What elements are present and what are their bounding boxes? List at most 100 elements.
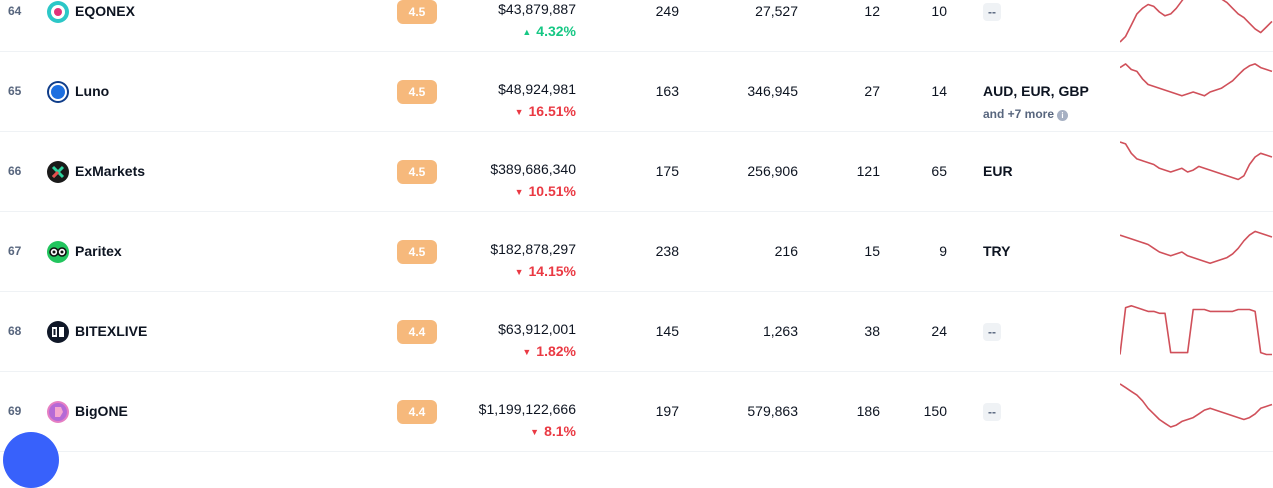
change-percent: 14.15% — [528, 263, 576, 279]
bigone-logo-icon — [46, 400, 70, 424]
fiat-empty-badge: -- — [983, 3, 1001, 21]
sparkline-path — [1119, 63, 1273, 97]
exmarkets-logo-icon — [46, 160, 70, 184]
change-percent: 4.32% — [536, 23, 576, 39]
caret-down-icon: ▼ — [530, 427, 540, 437]
volume-sparkline-chart — [1119, 0, 1273, 46]
fiat-more-link[interactable]: and +7 more i — [983, 107, 1069, 121]
sparkline-path — [1119, 141, 1273, 181]
volume-change: ▼ 1.82% — [522, 343, 576, 359]
coins-count: 346,945 — [747, 83, 798, 99]
volume-value: $48,924,981 — [498, 81, 576, 97]
score-badge: 4.5 — [397, 80, 437, 104]
rank-number: 67 — [8, 244, 22, 258]
volume-change: ▼ 14.15% — [515, 263, 576, 279]
score-badge: 4.5 — [397, 0, 437, 24]
table-row[interactable]: 69 BigONE 4.4 $1,199,122,666 ▼ 8.1% 197 579,863… — [0, 372, 1273, 452]
volume-sparkline-chart — [1119, 58, 1273, 126]
pairs-count: 121 — [856, 163, 880, 179]
coins-count: 27,527 — [755, 3, 798, 19]
exchange-name-link[interactable]: Luno — [75, 83, 110, 99]
fiat-count: 65 — [931, 163, 947, 179]
volume-sparkline-chart — [1119, 378, 1273, 446]
fiat-count: 10 — [931, 3, 947, 19]
exchange-name-link[interactable]: EQONEX — [75, 3, 135, 19]
fiat-more-text: and +7 more — [983, 107, 1055, 121]
volume-sparkline-chart — [1119, 298, 1273, 366]
caret-down-icon: ▼ — [522, 347, 532, 357]
exchange-name-link[interactable]: BigONE — [75, 403, 128, 419]
rank-number: 69 — [8, 404, 22, 418]
pairs-count: 27 — [864, 83, 880, 99]
volume-change: ▼ 10.51% — [515, 183, 576, 199]
fiat-list: TRY — [983, 243, 1011, 259]
caret-down-icon: ▼ — [514, 107, 524, 117]
change-percent: 10.51% — [528, 183, 576, 199]
exchange-name-link[interactable]: ExMarkets — [75, 163, 146, 179]
fiat-count: 14 — [931, 83, 947, 99]
paritex-logo-icon — [46, 240, 70, 264]
volume-value: $63,912,001 — [498, 321, 576, 337]
caret-down-icon: ▼ — [514, 267, 524, 277]
sparkline-path — [1119, 0, 1273, 43]
volume-value: $389,686,340 — [490, 161, 576, 177]
exchange-name-link[interactable]: Paritex — [75, 243, 122, 259]
change-percent: 8.1% — [544, 423, 576, 439]
change-percent: 1.82% — [536, 343, 576, 359]
table-row[interactable]: 65 Luno 4.5 $48,924,981 ▼ 16.51% 163 346,945 27 1… — [0, 52, 1273, 132]
fiat-count: 24 — [931, 323, 947, 339]
fiat-count: 150 — [923, 403, 947, 419]
coins-count: 256,906 — [747, 163, 798, 179]
sparkline-path — [1119, 305, 1272, 356]
score-badge: 4.4 — [397, 400, 437, 424]
rank-number: 68 — [8, 324, 22, 338]
exchange-name-link[interactable]: BITEXLIVE — [75, 323, 148, 339]
caret-down-icon: ▼ — [514, 187, 524, 197]
rank-number: 66 — [8, 164, 22, 178]
change-percent: 16.51% — [528, 103, 576, 119]
rank-number: 65 — [8, 84, 22, 98]
pairs-count: 186 — [856, 403, 880, 419]
markets-count: 163 — [655, 83, 679, 99]
exchange-table: 64 EQONEX 4.5 $43,879,887 ▲ 4.32% 249 27,527 12 1… — [0, 0, 1273, 452]
sparkline-path — [1119, 383, 1273, 428]
markets-count: 249 — [655, 3, 679, 19]
fiat-list: AUD, EUR, GBP — [983, 83, 1089, 99]
fiat-empty-badge: -- — [983, 323, 1001, 341]
info-icon[interactable]: i — [1057, 110, 1069, 121]
bitexlive-logo-icon — [46, 320, 70, 344]
coins-count: 579,863 — [747, 403, 798, 419]
volume-value: $43,879,887 — [498, 1, 576, 17]
volume-change: ▼ 16.51% — [515, 103, 576, 119]
score-badge: 4.4 — [397, 320, 437, 344]
volume-sparkline-chart — [1119, 138, 1273, 206]
volume-sparkline-chart — [1119, 218, 1273, 286]
fiat-list: EUR — [983, 163, 1013, 179]
luno-logo-icon — [46, 80, 70, 104]
markets-count: 197 — [655, 403, 679, 419]
pairs-count: 38 — [864, 323, 880, 339]
sparkline-path — [1119, 230, 1273, 265]
pairs-count: 15 — [864, 243, 880, 259]
volume-change: ▲ 4.32% — [522, 23, 576, 39]
table-row[interactable]: 68 BITEXLIVE 4.4 $63,912,001 ▼ 1.82% 145 1,263 3… — [0, 292, 1273, 372]
coins-count: 1,263 — [762, 323, 798, 339]
coins-count: 216 — [774, 243, 798, 259]
chat-fab-button[interactable] — [3, 432, 59, 488]
volume-value: $1,199,122,666 — [478, 401, 576, 417]
fiat-count: 9 — [939, 243, 947, 259]
pairs-count: 12 — [864, 3, 880, 19]
score-badge: 4.5 — [397, 160, 437, 184]
score-badge: 4.5 — [397, 240, 437, 264]
markets-count: 145 — [655, 323, 679, 339]
markets-count: 238 — [655, 243, 679, 259]
markets-count: 175 — [655, 163, 679, 179]
table-row[interactable]: 66 ExMarkets 4.5 $389,686,340 ▼ 10.51% 175 256,… — [0, 132, 1273, 212]
table-row[interactable]: 67 Paritex 4.5 $182,878,297 ▼ 14.15% 238 216 15 9… — [0, 212, 1273, 292]
volume-value: $182,878,297 — [490, 241, 576, 257]
volume-change: ▼ 8.1% — [530, 423, 576, 439]
eqonex-logo-icon — [46, 0, 70, 24]
fiat-empty-badge: -- — [983, 403, 1001, 421]
table-row[interactable]: 64 EQONEX 4.5 $43,879,887 ▲ 4.32% 249 27,527 12 1… — [0, 0, 1273, 52]
rank-number: 64 — [8, 4, 22, 18]
